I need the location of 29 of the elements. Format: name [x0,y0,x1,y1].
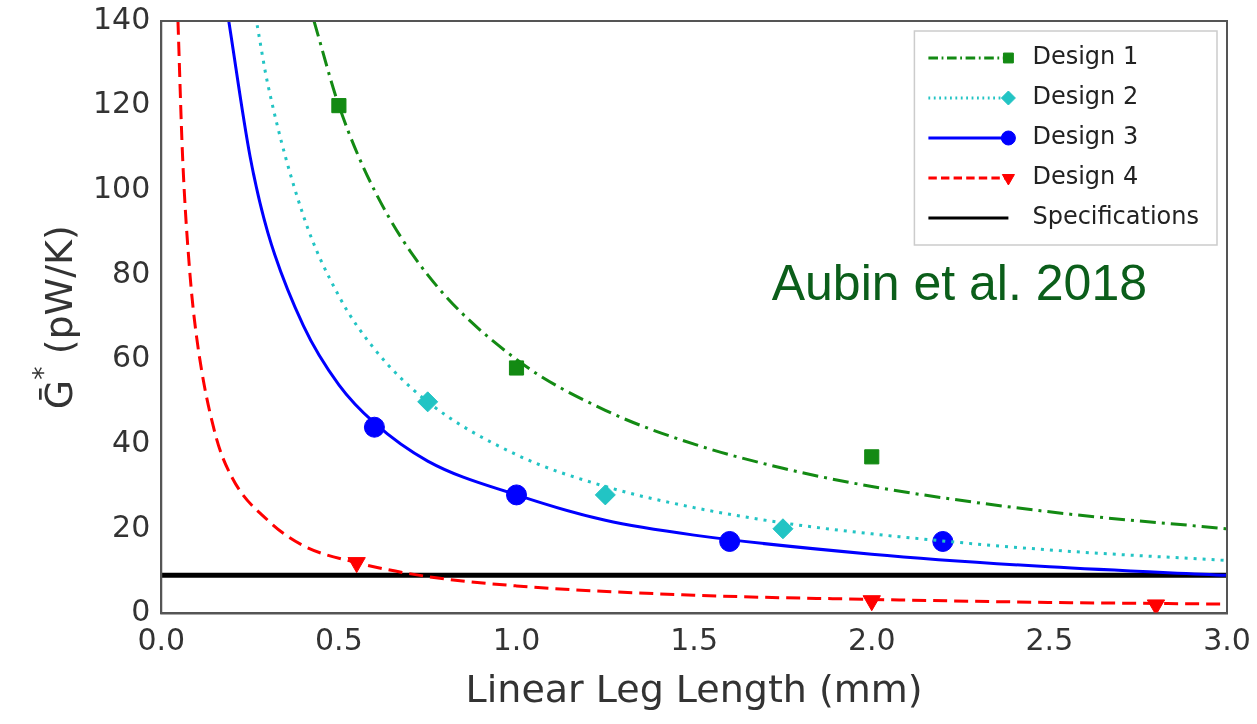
point [932,530,954,552]
x-tick-label: 1.0 [492,622,541,658]
point [864,449,880,465]
x-axis-title: Linear Leg Length (mm) [465,667,923,712]
x-tick-label: 1.5 [670,622,718,658]
point [508,360,525,376]
y-tick-label: 20 [112,508,151,544]
legend-label: Specifications [1032,202,1199,231]
legend-label: Design 1 [1032,42,1139,71]
point [1146,599,1166,614]
legend-label: Design 2 [1032,82,1139,111]
point [594,484,616,506]
annotation: Aubin et al. 2018 [771,254,1147,311]
y-tick-label: 120 [93,85,151,121]
x-tick-label: 2.0 [847,622,896,658]
y-tick-label: 80 [112,254,151,290]
y-tick-label: 40 [112,423,151,459]
y-axis-title: Ḡ* (pW/K) [26,225,81,410]
point [417,391,439,413]
x-tick-label: 0.5 [315,622,363,658]
y-tick-label: 140 [93,0,151,36]
y-tick-label: 60 [112,339,151,375]
legend-label: Design 3 [1032,122,1139,151]
point [772,518,794,540]
y-tick-label: 100 [93,170,151,206]
x-tick-label: 3.0 [1203,622,1251,658]
x-tick-label: 2.5 [1025,622,1074,658]
point [331,98,347,114]
legend-label: Design 4 [1032,162,1139,191]
